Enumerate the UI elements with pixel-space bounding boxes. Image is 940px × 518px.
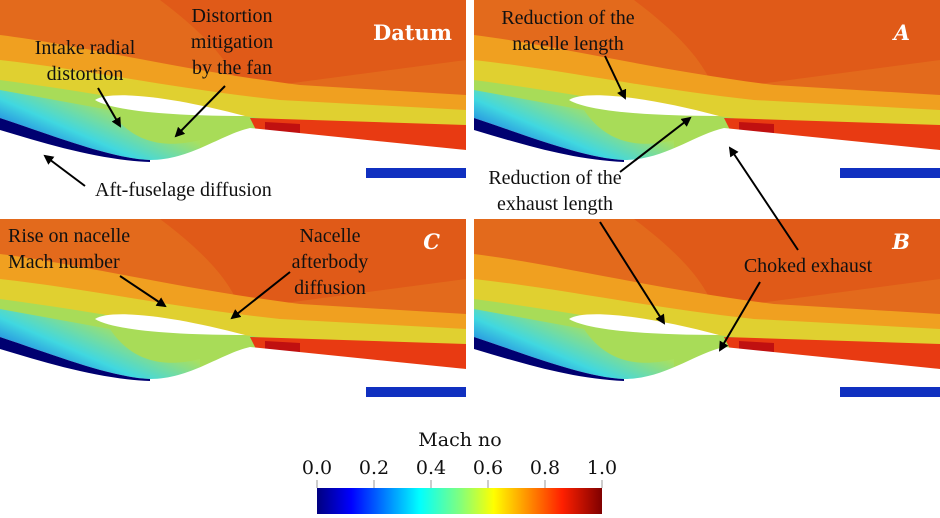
annotation-text: Rise on nacelle [8,225,130,247]
panel-label: B [891,229,910,254]
panel-label: A [892,20,910,45]
arrows [43,55,799,352]
annotation-text: afterbody [292,251,369,273]
colorbar [317,488,602,514]
colorbar-tick-label: 1.0 [587,457,617,479]
panel-label: Datum [373,20,452,45]
colorbar-tick-label: 0.4 [416,457,446,479]
panel-label: C [423,229,440,254]
annotation-text: nacelle length [512,33,624,55]
annotation-text: Mach number [8,251,120,273]
colorbar-title: Mach no [418,429,501,451]
panel-b [474,219,940,397]
annotation-text: by the fan [192,57,272,79]
annotation-text: Aft-fuselage diffusion [95,179,272,201]
annotation-text: Intake radial [35,37,136,59]
annotation-text: distortion [47,63,124,85]
colorbar-tick-label: 0.8 [530,457,560,479]
colorbar-tick-label: 0.0 [302,457,332,479]
annotation-text: Distortion [191,5,272,27]
annotation-text: Reduction of the [501,7,634,29]
annotation-text: Reduction of the [488,167,621,189]
annotation-text: exhaust length [497,193,613,215]
annotation-text: diffusion [294,277,366,299]
annotations: Intake radial distortion Distortion mitigat… [8,5,873,299]
colorbar-ticks: 0.0 0.2 0.4 0.6 0.8 1.0 [302,457,617,488]
annotation-text: Choked exhaust [744,255,873,277]
annotation-text: Nacelle [299,225,360,247]
annotation-text: mitigation [191,31,273,53]
colorbar-tick-label: 0.6 [473,457,503,479]
colorbar-tick-label: 0.2 [359,457,389,479]
